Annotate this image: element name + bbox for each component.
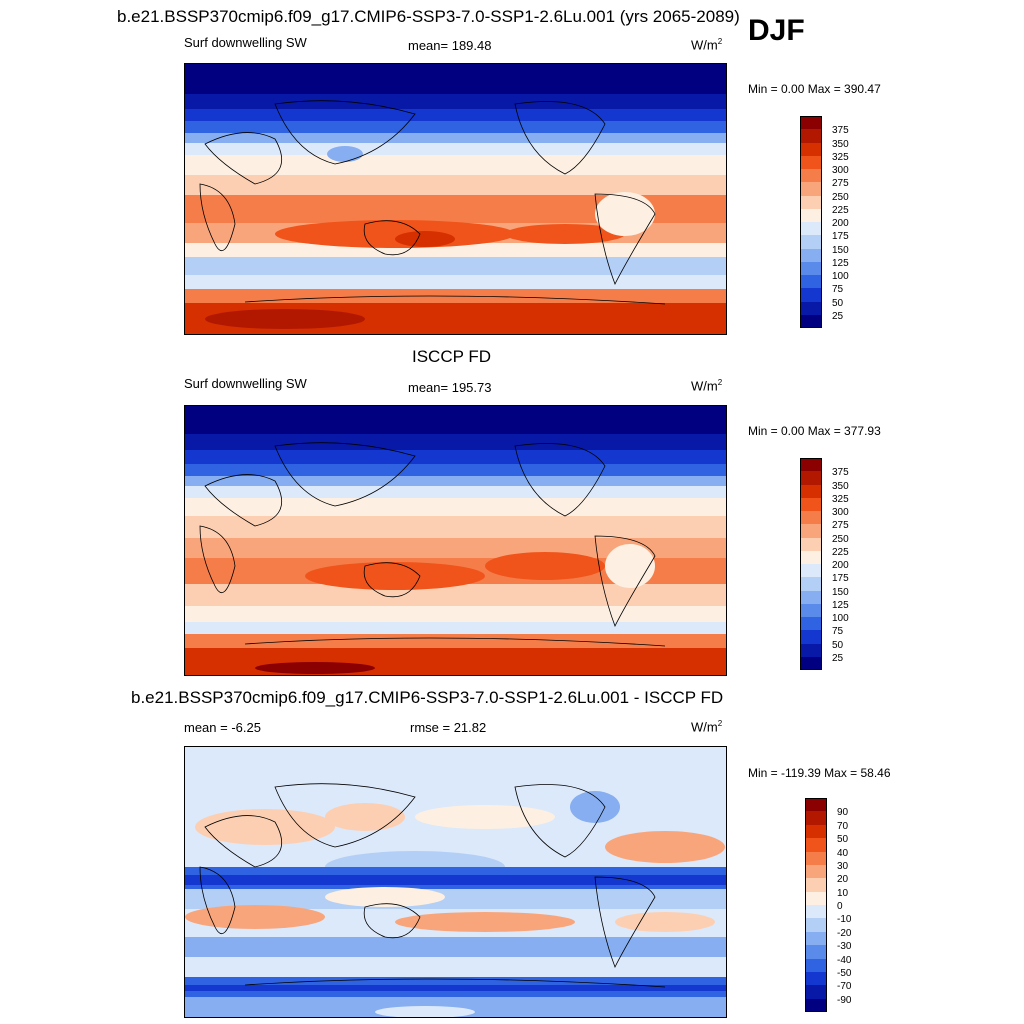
colorbar-tick-label: 175 <box>832 573 849 585</box>
panel-diff-field <box>185 747 726 1017</box>
colorbar-tick-label: 50 <box>832 639 844 651</box>
colorbar-tick-label: -90 <box>837 994 852 1006</box>
colorbar-tick-label: 300 <box>832 165 849 176</box>
panel-model-field <box>185 64 726 334</box>
colorbar-tick-label: 30 <box>837 860 849 872</box>
colorbar-tick-label: 40 <box>837 847 849 859</box>
colorbar-tick-label: 70 <box>837 820 849 832</box>
colorbar-tick-label: 20 <box>837 874 849 886</box>
colorbar-tick-label: -30 <box>837 941 852 953</box>
colorbar-tick-label: 325 <box>832 493 849 505</box>
panel-diff-minmax: Min = -119.39 Max = 58.46 <box>748 766 891 780</box>
season-label: DJF <box>748 14 805 47</box>
colorbar-tick-label: 25 <box>832 310 844 322</box>
panel-diff-map <box>184 746 727 1018</box>
colorbar-tick-label: 0 <box>837 901 843 912</box>
panel-model-mean: mean= 189.48 <box>408 38 492 53</box>
panel-model-variable: Surf downwelling SW <box>184 35 307 50</box>
panel-obs-title: ISCCP FD <box>412 347 492 366</box>
colorbar-tick-label: 125 <box>832 257 849 269</box>
panel-obs-map <box>184 405 727 676</box>
colorbar-tick-label: 10 <box>837 887 849 899</box>
colorbar-tick-label: 225 <box>832 204 849 216</box>
colorbar-tick-label: 125 <box>832 599 849 611</box>
main-title: b.e21.BSSP370cmip6.f09_g17.CMIP6-SSP3-7.… <box>117 7 740 26</box>
colorbar-tick-label: -10 <box>837 914 852 926</box>
colorbar-tick-label: 275 <box>832 520 849 532</box>
colorbar-tick-label: -70 <box>837 981 852 993</box>
colorbar-tick-label: 350 <box>832 480 849 492</box>
panel-obs-minmax: Min = 0.00 Max = 377.93 <box>748 424 881 438</box>
panel-diff-title: b.e21.BSSP370cmip6.f09_g17.CMIP6-SSP3-7.… <box>131 688 724 707</box>
panel-obs-field <box>185 406 726 675</box>
colorbar-tick-label: 75 <box>832 626 844 638</box>
panel-model-colorbar-frame <box>800 116 822 328</box>
colorbar-tick-label: 100 <box>832 271 849 282</box>
colorbar-tick-label: 90 <box>837 807 849 819</box>
colorbar-tick-label: -50 <box>837 967 852 979</box>
colorbar-tick-label: 250 <box>832 191 849 203</box>
colorbar-tick-label: 75 <box>832 284 844 296</box>
colorbar-tick-label: 325 <box>832 151 849 163</box>
colorbar-tick-label: -40 <box>837 954 852 966</box>
colorbar-tick-label: 375 <box>832 125 849 137</box>
colorbar-tick-label: 150 <box>832 244 849 256</box>
panel-obs-variable: Surf downwelling SW <box>184 376 307 391</box>
colorbar-tick-label: 375 <box>832 467 849 479</box>
panel-diff-units: W/m2 <box>691 719 723 735</box>
colorbar-tick-label: 200 <box>832 218 849 229</box>
colorbar-tick-label: 50 <box>832 297 844 309</box>
panel-obs-mean: mean= 195.73 <box>408 380 492 395</box>
panel-diff-rmse: rmse = 21.82 <box>410 720 487 735</box>
colorbar-tick-label: -20 <box>837 927 852 939</box>
panel-obs-units: W/m2 <box>691 378 723 394</box>
colorbar-tick-label: 300 <box>832 507 849 518</box>
panel-diff-mean: mean = -6.25 <box>184 720 261 735</box>
colorbar-tick-label: 350 <box>832 138 849 150</box>
colorbar-tick-label: 150 <box>832 586 849 598</box>
colorbar-tick-label: 175 <box>832 231 849 243</box>
colorbar-tick-label: 225 <box>832 546 849 558</box>
colorbar-tick-label: 250 <box>832 533 849 545</box>
panel-model-units: W/m2 <box>691 37 723 53</box>
panel-model-minmax: Min = 0.00 Max = 390.47 <box>748 82 881 96</box>
colorbar-tick-label: 25 <box>832 652 844 664</box>
panel-diff-colorbar-frame <box>805 798 827 1012</box>
panel-model-map <box>184 63 727 335</box>
panel-obs-colorbar-frame <box>800 458 822 670</box>
colorbar-tick-label: 50 <box>837 834 849 846</box>
colorbar-tick-label: 100 <box>832 613 849 624</box>
colorbar-tick-label: 275 <box>832 178 849 190</box>
colorbar-tick-label: 200 <box>832 560 849 571</box>
